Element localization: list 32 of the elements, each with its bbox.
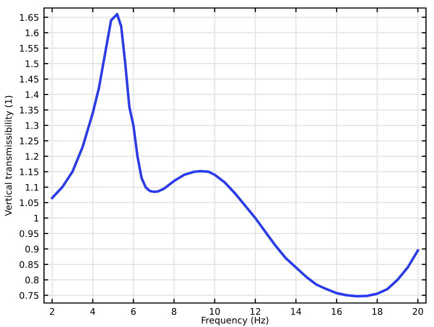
y-tick-label: 0.8 bbox=[25, 276, 39, 284]
x-tick-label: 12 bbox=[250, 308, 260, 315]
y-tick-label: 1.6 bbox=[26, 29, 39, 36]
y-axis-title: Vertical transmissibility (1) bbox=[4, 96, 14, 216]
y-tick-label: 1.15 bbox=[20, 168, 38, 176]
y-tick-label: 0.85 bbox=[20, 261, 38, 268]
x-tick-label: 6 bbox=[131, 308, 136, 315]
x-tick-label: 16 bbox=[332, 308, 342, 315]
x-tick-label: 18 bbox=[372, 308, 382, 315]
x-tick-label: 14 bbox=[291, 308, 302, 315]
x-tick-label: 8 bbox=[172, 308, 176, 315]
y-tick-label: 1.55 bbox=[20, 45, 38, 52]
x-tick-label: 20 bbox=[412, 308, 424, 315]
y-tick-label: 1 bbox=[34, 214, 38, 222]
y-tick-label: 0.95 bbox=[20, 230, 38, 238]
y-tick-label: 1.1 bbox=[26, 184, 38, 191]
y-tick-label: 1.5 bbox=[26, 60, 38, 68]
y-tick-label: 1.4 bbox=[26, 91, 39, 98]
line-series bbox=[50, 12, 420, 298]
y-tick-label: 1.65 bbox=[20, 14, 38, 21]
x-tick-label: 2 bbox=[50, 308, 54, 315]
x-axis-title: Frequency (Hz) bbox=[202, 316, 268, 326]
x-tick-label: 10 bbox=[210, 308, 220, 315]
y-tick-label: 1.25 bbox=[20, 138, 38, 144]
y-tick-label: 0.9 bbox=[25, 246, 39, 252]
x-tick-label: 4 bbox=[90, 308, 96, 315]
y-tick-label: 1.35 bbox=[20, 106, 38, 114]
y-tick-label: 1.05 bbox=[20, 199, 38, 206]
y-tick-label: 1.45 bbox=[20, 76, 38, 83]
y-tick-label: 0.75 bbox=[20, 292, 38, 299]
y-tick-label: 1.2 bbox=[26, 153, 38, 160]
y-tick-label: 1.3 bbox=[26, 122, 38, 129]
